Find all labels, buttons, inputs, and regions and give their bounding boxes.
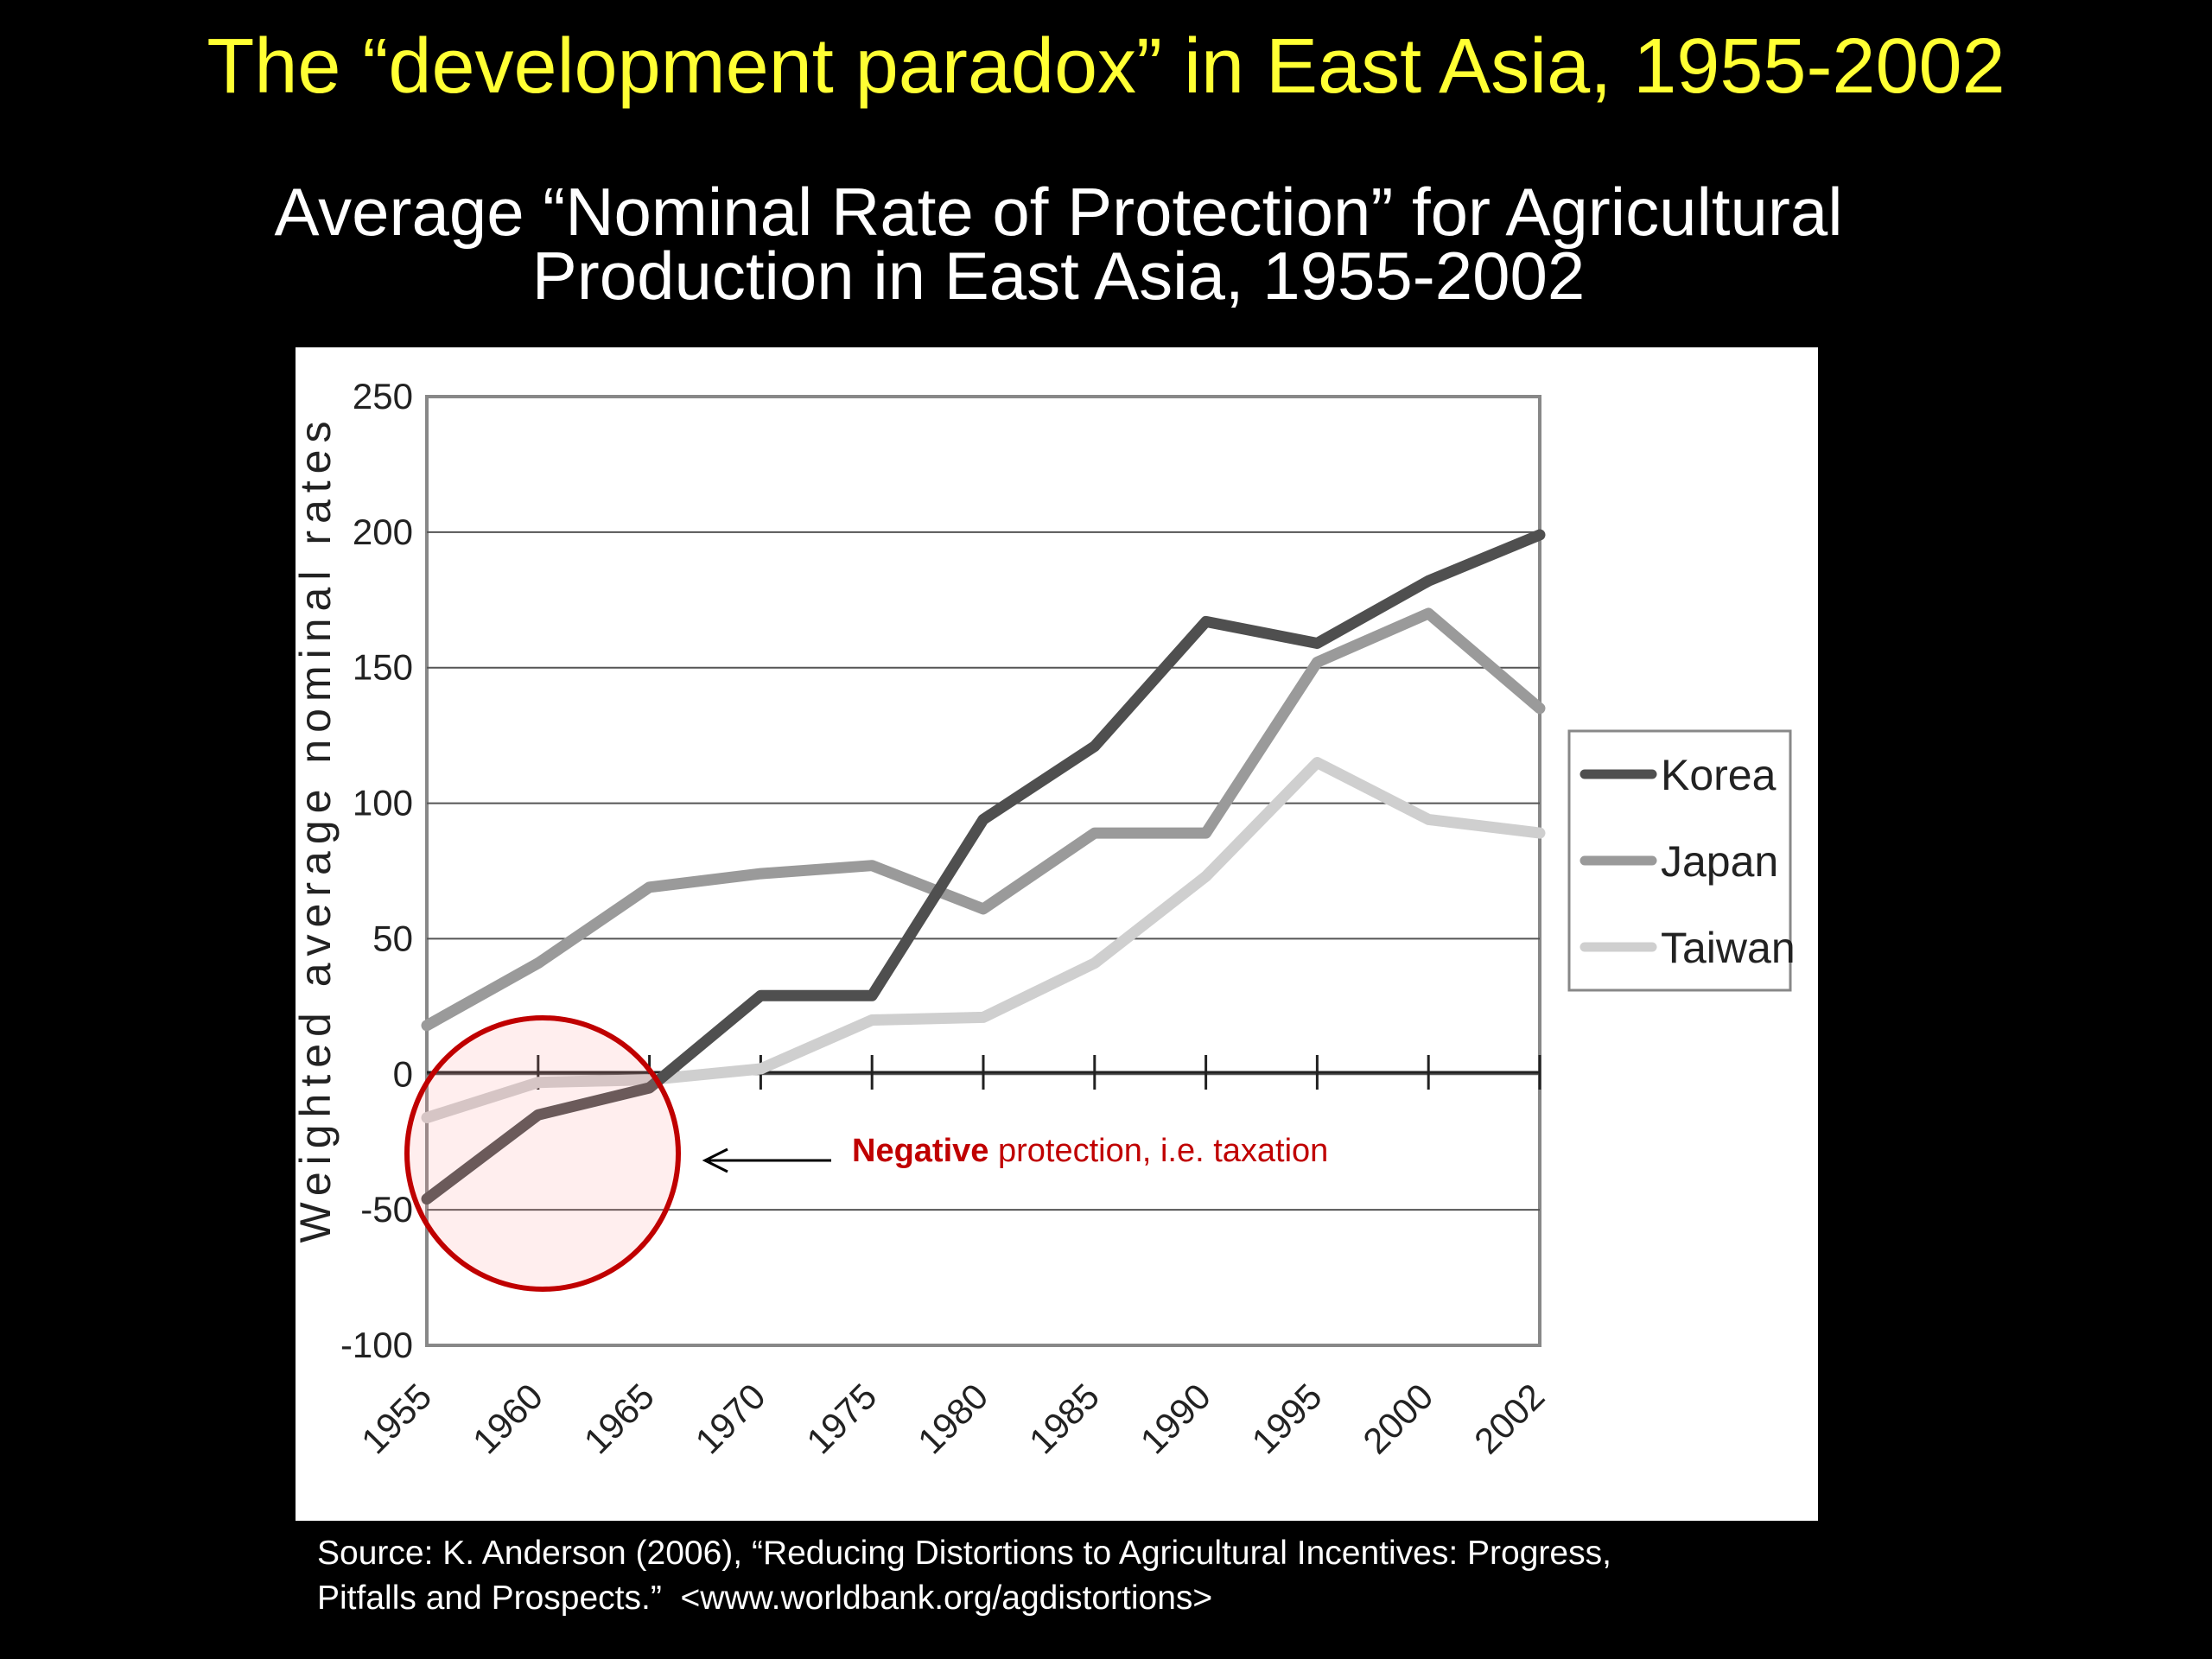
- y-axis-label: Weighted average nominal rates: [296, 415, 340, 1243]
- x-tick-label: 1990: [1133, 1376, 1218, 1461]
- y-tick-label: 100: [353, 783, 413, 823]
- x-tick-label: 2002: [1466, 1376, 1552, 1461]
- source-citation: Source: K. Anderson (2006), “Reducing Di…: [317, 1531, 2132, 1621]
- x-tick-label: 1975: [798, 1376, 884, 1461]
- x-tick-label: 1985: [1021, 1376, 1107, 1461]
- annotation-text: protection, i.e. taxation: [988, 1133, 1328, 1169]
- annotation-bold: Negative: [852, 1133, 988, 1169]
- x-tick-label: 2000: [1355, 1376, 1440, 1461]
- y-tick-label: -100: [340, 1325, 413, 1365]
- series-line-japan: [421, 607, 1546, 1032]
- y-tick-label: 0: [393, 1053, 413, 1094]
- x-tick-label: 1955: [353, 1376, 439, 1461]
- y-tick-label: -50: [360, 1189, 413, 1230]
- x-tick-label: 1960: [465, 1376, 550, 1461]
- y-tick-label: 250: [353, 376, 413, 416]
- series-line-taiwan: [421, 757, 1546, 1123]
- slide-title: The “development paradox” in East Asia, …: [207, 23, 2005, 110]
- plot-frame: [425, 395, 1541, 1347]
- y-tick-label: 150: [353, 647, 413, 688]
- series-line-korea: [421, 529, 1546, 1205]
- y-tick-label: 50: [372, 918, 413, 958]
- chart-title: Average “Nominal Rate of Protection” for…: [104, 174, 2013, 314]
- x-tick-label: 1980: [910, 1376, 995, 1461]
- chart-title-line-1: Average “Nominal Rate of Protection” for…: [274, 174, 1843, 250]
- legend-label-japan: Japan: [1661, 837, 1778, 886]
- negative-region-circle: [404, 1015, 681, 1292]
- source-line-1: Source: K. Anderson (2006), “Reducing Di…: [317, 1535, 1611, 1572]
- x-tick-label: 1965: [576, 1376, 662, 1461]
- source-line-2: Pitfalls and Prospects.” <www.worldbank.…: [317, 1580, 1213, 1617]
- line-chart: 250 200 150 100 50 0 -50 -100 1955 1960 1965 1970 1…: [296, 376, 1796, 1461]
- annotation-arrow-head: [702, 1147, 728, 1173]
- legend-label-korea: Korea: [1661, 751, 1777, 799]
- chart-title-line-2: Production in East Asia, 1955-2002: [531, 238, 1586, 314]
- x-tick-label: 1995: [1243, 1376, 1329, 1461]
- y-tick-label: 200: [353, 512, 413, 552]
- x-tick-label: 1970: [687, 1376, 772, 1461]
- chart-panel: 250 200 150 100 50 0 -50 -100 1955 1960 1965 1970 1…: [296, 347, 1818, 1521]
- negative-protection-annotation: Negative protection, i.e. taxation: [852, 1133, 1328, 1169]
- legend-label-taiwan: Taiwan: [1661, 924, 1796, 972]
